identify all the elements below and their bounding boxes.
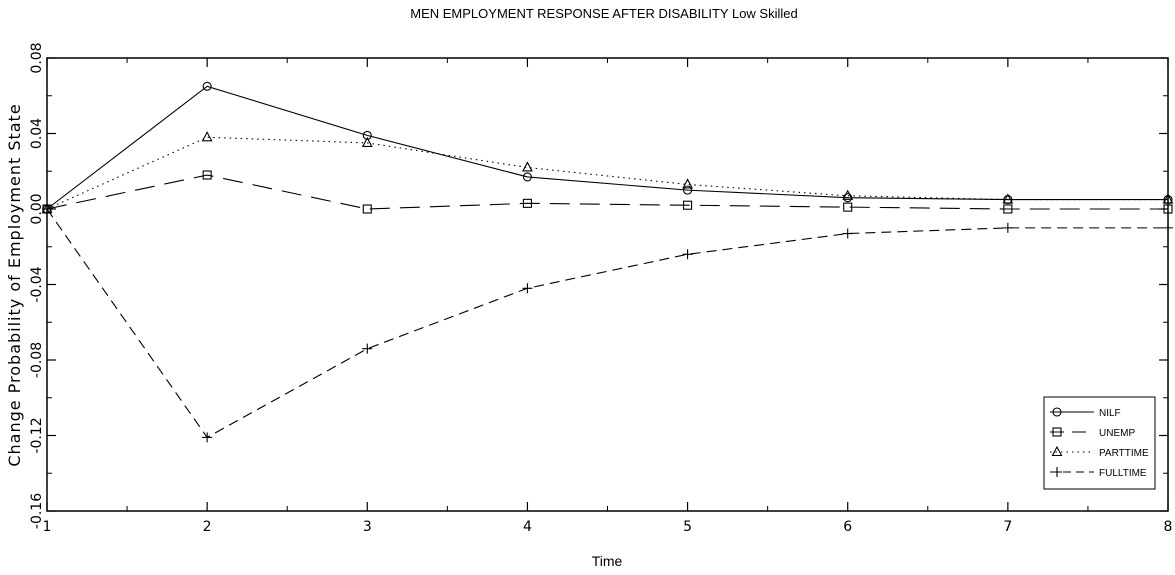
x-tick-label: 3 bbox=[363, 519, 372, 535]
data-point-unemp bbox=[1003, 204, 1013, 214]
legend-marker-unemp bbox=[1052, 427, 1062, 437]
data-point-parttime bbox=[522, 161, 533, 172]
legend-item-fulltime: FULLTIME bbox=[1050, 467, 1147, 479]
y-axis-label: Change Probability of Employment State bbox=[5, 103, 24, 466]
x-tick-label: 4 bbox=[523, 519, 532, 535]
legend-item-parttime: PARTTIME bbox=[1050, 445, 1149, 459]
legend-label-nilf: NILF bbox=[1099, 408, 1121, 419]
series-line-fulltime bbox=[46, 208, 1168, 439]
x-tick-label: 6 bbox=[843, 519, 852, 535]
series-line-parttime bbox=[46, 136, 1168, 210]
legend-label-unemp: UNEMP bbox=[1099, 428, 1135, 439]
x-tick-label: 1 bbox=[43, 519, 52, 535]
y-tick-label: 0.04 bbox=[29, 118, 45, 149]
series-unemp bbox=[42, 170, 1173, 214]
y-axis: -0.16 -0.12 -0.08 -0.04 0.00 0.04 0.08 bbox=[29, 42, 1168, 529]
data-point-nilf bbox=[683, 185, 693, 195]
x-axis-label: Time bbox=[592, 553, 623, 569]
data-point-nilf bbox=[202, 81, 212, 91]
plot-frame bbox=[46, 57, 1169, 512]
series-nilf bbox=[42, 81, 1173, 214]
data-point-fulltime bbox=[522, 283, 533, 294]
data-point-unemp bbox=[202, 170, 212, 180]
data-point-unemp bbox=[522, 198, 532, 208]
data-point-parttime bbox=[1162, 193, 1174, 204]
data-point-fulltime bbox=[682, 249, 693, 260]
legend-label-fulltime: FULLTIME bbox=[1099, 468, 1147, 479]
y-tick-label: -0.12 bbox=[29, 417, 45, 453]
data-point-fulltime bbox=[202, 432, 213, 443]
y-tick-label: -0.16 bbox=[29, 493, 45, 529]
legend-item-unemp: UNEMP bbox=[1050, 427, 1135, 439]
data-point-nilf bbox=[522, 172, 532, 182]
series-parttime bbox=[41, 131, 1174, 214]
legend-marker-fulltime bbox=[1052, 467, 1062, 477]
x-tick-label: 7 bbox=[1003, 519, 1012, 535]
y-tick-label: 0.08 bbox=[29, 42, 45, 73]
data-point-fulltime bbox=[362, 343, 373, 354]
data-point-parttime bbox=[201, 131, 213, 142]
series-fulltime bbox=[42, 204, 1173, 443]
legend-marker-nilf bbox=[1052, 407, 1062, 417]
y-tick-label: -0.04 bbox=[29, 266, 45, 302]
legend-label-parttime: PARTTIME bbox=[1099, 448, 1149, 459]
data-point-parttime bbox=[842, 189, 854, 200]
data-point-nilf bbox=[362, 130, 372, 140]
data-point-parttime bbox=[361, 136, 373, 147]
legend: NILF UNEMP PARTTIME FULLTIME bbox=[1043, 396, 1156, 490]
data-point-fulltime bbox=[1163, 222, 1173, 233]
data-point-fulltime bbox=[42, 204, 52, 214]
x-tick-label: 2 bbox=[203, 519, 212, 535]
x-tick-label: 8 bbox=[1164, 519, 1173, 535]
chart-title: MEN EMPLOYMENT RESPONSE AFTER DISABILITY… bbox=[410, 6, 797, 21]
data-point-parttime bbox=[1002, 193, 1014, 204]
legend-item-nilf: NILF bbox=[1050, 407, 1121, 419]
data-point-unemp bbox=[1163, 204, 1173, 214]
y-tick-label: -0.08 bbox=[29, 342, 45, 378]
legend-marker-parttime bbox=[1051, 445, 1063, 457]
x-axis: 1 2 3 4 5 6 7 8 bbox=[43, 58, 1173, 535]
data-point-unemp bbox=[843, 202, 853, 212]
data-point-unemp bbox=[362, 204, 372, 214]
x-tick-label: 5 bbox=[683, 519, 692, 535]
y-tick-label: 0.00 bbox=[29, 193, 45, 224]
data-point-fulltime bbox=[1002, 222, 1013, 233]
data-point-parttime bbox=[682, 178, 693, 189]
series-line-nilf bbox=[46, 85, 1168, 210]
data-point-unemp bbox=[683, 200, 693, 210]
series-layer bbox=[41, 81, 1174, 443]
series-line-unemp bbox=[46, 174, 1168, 210]
data-point-fulltime bbox=[842, 228, 853, 239]
